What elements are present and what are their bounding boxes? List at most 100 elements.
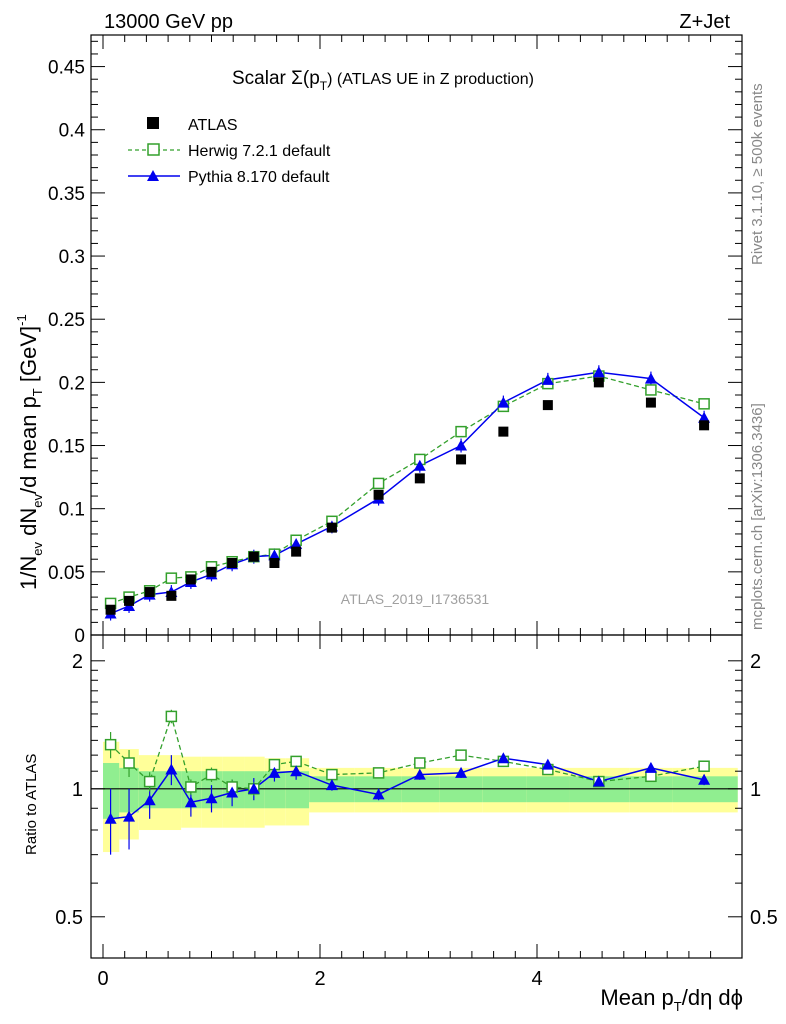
header-right: Z+Jet xyxy=(679,11,730,33)
pythia-ratio-point xyxy=(123,810,136,822)
pythia-line xyxy=(110,371,705,615)
atlas-point xyxy=(593,377,604,388)
herwig-point xyxy=(698,398,710,410)
herwig-ratio-point xyxy=(290,755,302,768)
y-tick-label: 0.45 xyxy=(48,58,85,79)
legend-herwig-marker xyxy=(147,143,160,156)
x-tick-label: 4 xyxy=(531,968,542,990)
herwig-ratio-point xyxy=(185,781,197,793)
ratio-plot-frame xyxy=(90,634,743,959)
pythia-ratio-point xyxy=(290,765,303,777)
herwig-ratio-point xyxy=(698,760,710,772)
atlas-point xyxy=(248,551,259,562)
y-tick-label: 0.35 xyxy=(48,184,85,205)
atlas-point xyxy=(144,587,155,598)
atlas-point xyxy=(645,397,656,408)
legend-pythia-marker xyxy=(147,170,159,181)
pythia-ratio-point xyxy=(165,763,178,775)
atlas-point xyxy=(124,595,135,606)
y-tick-label: 0 xyxy=(74,626,85,647)
pythia-ratio-point xyxy=(455,766,468,778)
atlas-point xyxy=(291,546,302,557)
herwig-ratio-point xyxy=(143,775,156,788)
herwig-ratio-point xyxy=(205,768,218,781)
herwig-point xyxy=(165,572,178,584)
atlas-point xyxy=(699,420,710,431)
y-tick-label: 0.1 xyxy=(59,500,85,521)
herwig-line xyxy=(110,375,705,605)
pythia-ratio-point xyxy=(205,792,218,804)
header-left: 13000 GeV pp xyxy=(104,11,233,33)
legend-atlas-marker xyxy=(147,117,159,129)
ratio-band-inner xyxy=(264,771,286,809)
x-tick-label: 2 xyxy=(314,968,325,990)
herwig-ratio-point xyxy=(123,757,135,769)
pythia-ratio-point xyxy=(325,779,338,791)
atlas-point xyxy=(206,566,217,577)
ratio-tick-label-right: 2 xyxy=(750,651,761,673)
ratio-tick-label: 2 xyxy=(72,651,83,673)
main-axis-ticks: 0 0.05 0.1 0.15 0.2 0.25 0.3 0.35 0.4 0.45 0 2 4 xyxy=(48,35,742,990)
herwig-point xyxy=(645,384,657,396)
pythia-ratio-point xyxy=(644,761,657,773)
pythia-point xyxy=(497,396,510,408)
atlas-point xyxy=(166,590,177,601)
ratio-series xyxy=(104,709,711,855)
y-tick-label: 0.15 xyxy=(48,437,85,458)
rivet-label: Rivet 3.1.10, ≥ 500k events xyxy=(749,83,766,265)
atlas-point xyxy=(542,400,553,411)
herwig-ratio-point xyxy=(326,768,338,781)
pythia-ratio-point xyxy=(247,782,260,794)
y-tick-label: 0.2 xyxy=(59,373,85,394)
y-tick-label: 0.4 xyxy=(59,121,86,142)
legend-herwig-label: Herwig 7.2.1 default xyxy=(188,143,331,160)
y-tick-label: 0.3 xyxy=(59,247,85,268)
pythia-ratio-point xyxy=(592,775,605,787)
ratio-tick-label-right: 0.5 xyxy=(750,907,778,929)
legend: ATLAS Herwig 7.2.1 default Pythia 8.170 … xyxy=(128,117,331,186)
atlas-point xyxy=(498,426,509,437)
ratio-tick-label: 0.5 xyxy=(55,907,83,929)
pythia-ratio-point xyxy=(268,766,281,778)
legend-pythia-label: Pythia 8.170 default xyxy=(188,169,330,186)
pythia-ratio-point xyxy=(541,758,554,770)
herwig-ratio-point xyxy=(372,767,385,779)
pythia-point xyxy=(268,549,281,561)
analysis-watermark: ATLAS_2019_I1736531 xyxy=(341,591,490,607)
atlas-point xyxy=(269,558,280,568)
atlas-point xyxy=(105,604,116,615)
pythia-point xyxy=(644,372,657,384)
x-tick-label: 0 xyxy=(97,968,108,990)
atlas-point xyxy=(227,558,238,568)
pythia-ratio-point xyxy=(698,773,711,785)
pythia-point xyxy=(290,538,303,550)
pythia-ratio-point xyxy=(372,788,385,800)
herwig-ratio-point xyxy=(104,738,117,751)
pythia-ratio-point xyxy=(143,794,156,806)
ratio-tick-label: 1 xyxy=(72,779,83,801)
pythia-point xyxy=(455,439,468,451)
pythia-ratio-point xyxy=(184,796,197,808)
pythia-ratio-point xyxy=(104,812,117,824)
legend-atlas-label: ATLAS xyxy=(188,117,238,134)
x-axis-label: Mean pT/dη dϕ xyxy=(600,985,743,1014)
herwig-point xyxy=(455,425,467,438)
y-tick-label: 0.25 xyxy=(48,310,85,331)
ratio-tick-label-right: 1 xyxy=(750,779,761,801)
y-axis-label: 1/Nev dNev/d mean pT [GeV]-1 xyxy=(14,314,45,590)
ratio-band-inner xyxy=(160,771,182,809)
atlas-point xyxy=(185,574,196,585)
ratio-axis-ticks: 0.5 0.5 1 1 2 2 xyxy=(55,651,778,929)
pythia-ratio-point xyxy=(497,752,510,764)
pythia-ratio-point xyxy=(226,786,239,798)
ratio-band-inner xyxy=(285,771,310,809)
atlas-point xyxy=(326,522,337,533)
plot-title: Scalar Σ(pT) (ATLAS UE in Z production) xyxy=(232,68,534,93)
pythia-point xyxy=(541,373,554,385)
pythia-point xyxy=(698,411,711,423)
herwig-ratio-point xyxy=(165,710,178,723)
y-tick-label: 0.05 xyxy=(48,563,85,584)
main-series xyxy=(104,365,711,621)
pythia-ratio-point xyxy=(413,768,426,780)
